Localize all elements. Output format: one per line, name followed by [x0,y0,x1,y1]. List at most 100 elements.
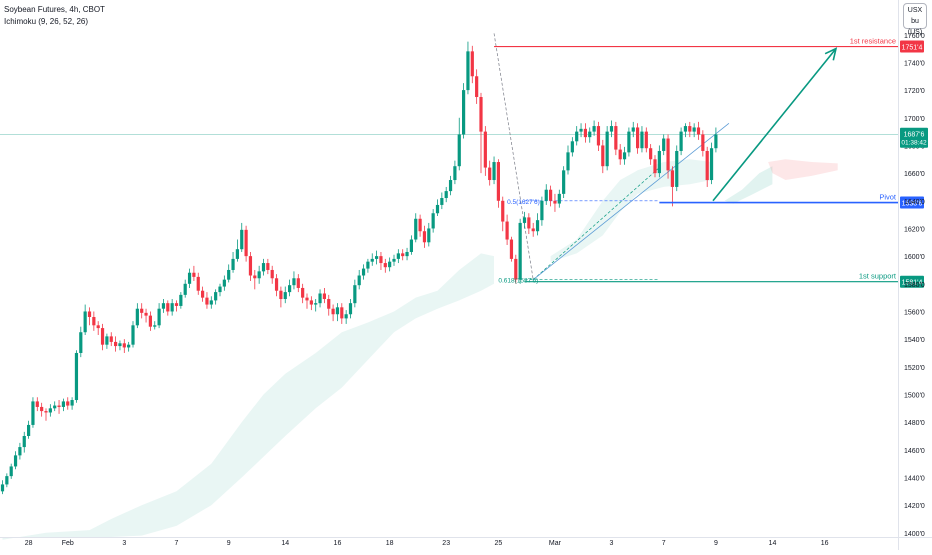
candle-body [553,200,557,204]
candle-body [501,200,505,222]
candle [53,401,57,412]
candle-body [496,162,500,201]
candle [309,296,313,311]
candle [462,83,466,139]
candle-body [157,308,161,326]
candle [696,121,701,140]
candle-body [466,51,470,91]
candle-body [492,162,496,181]
time-tick-label: 14 [281,540,289,547]
candle [444,186,448,203]
candle-body [605,131,609,167]
candle [470,45,474,84]
candle [422,225,427,248]
candle-body [601,145,605,167]
candle [70,397,74,410]
candle [675,145,679,192]
candle [549,185,553,207]
candle-body [522,217,527,223]
candle-body [405,251,409,257]
candle [357,269,361,290]
level-name: 1st resistance [850,37,896,46]
candle [131,321,135,348]
candle [244,225,248,262]
candle-body [388,261,392,268]
trend-line [532,122,730,280]
price-tick-label: 1440'0 [904,476,925,483]
candle [475,69,479,104]
level-name: 1st support [859,272,897,281]
candle-body [244,229,248,257]
candle-body [422,231,427,243]
symbol-title[interactable]: Soybean Futures, 4h, CBOT [4,5,105,14]
candle [453,160,457,185]
candle-body [53,405,57,409]
candle [522,211,527,229]
candle [601,139,605,174]
candle-body [622,152,627,160]
level-price-tag [900,40,924,53]
candle [214,289,218,305]
candle-body [418,218,422,232]
candle-body [379,256,383,264]
candle-body [22,436,26,448]
price-levels: 1st resistance 1751'4 Pivot 1638'6 1st suppo… [494,37,924,288]
projection-line [532,167,660,280]
candle-body [209,300,213,305]
candle [153,321,157,330]
candle-body [683,126,688,132]
candle [35,397,39,412]
candle [148,311,152,331]
quantity-unit: bu (US) [907,18,923,36]
candle-body [644,131,648,149]
time-tick-label: 18 [386,540,394,547]
candle-body [248,256,253,276]
candle [348,299,353,319]
candle [505,214,509,246]
time-tick-label: 28 [25,540,33,547]
candle-body [409,239,413,252]
candle-body [96,325,100,329]
candle-body [118,343,122,347]
candle-body [261,263,266,272]
unit-selector[interactable]: USX bu (US) [903,3,927,36]
candle [83,304,87,335]
candle-body [87,311,92,317]
candle-body [48,408,52,413]
candle-body [440,198,444,205]
time-tick-label: 3 [610,540,614,547]
price-tick-label: 1500'0 [904,392,925,399]
candle-body [57,405,61,407]
candle-body [296,278,300,288]
candle [61,398,65,412]
price-tick-label: 1720'0 [904,88,925,95]
candle-body [340,307,344,319]
candle-body [179,294,183,306]
candle [688,121,692,138]
candle-body [627,131,631,153]
candle [636,123,640,154]
ichimoku-future-cloud-red [768,159,838,180]
candle-body [13,455,18,467]
candle-body [527,217,531,229]
candle [679,127,683,156]
candle-body [327,299,331,309]
level-price-label: 1751'4 [902,45,923,52]
candle [483,126,487,176]
candle [414,213,418,243]
candle [96,321,100,335]
candle [288,279,292,297]
level-price-tag [900,275,924,288]
candle-body [444,191,448,199]
bullish-arrow-head [824,47,838,61]
candle-body [575,131,579,142]
indicator-legend[interactable]: Ichimoku (9, 26, 52, 26) [4,17,89,26]
candle [157,303,161,329]
candle-body [448,180,453,192]
candle-body [505,221,509,240]
time-tick-label: Mar [549,540,562,547]
candle [670,166,674,207]
